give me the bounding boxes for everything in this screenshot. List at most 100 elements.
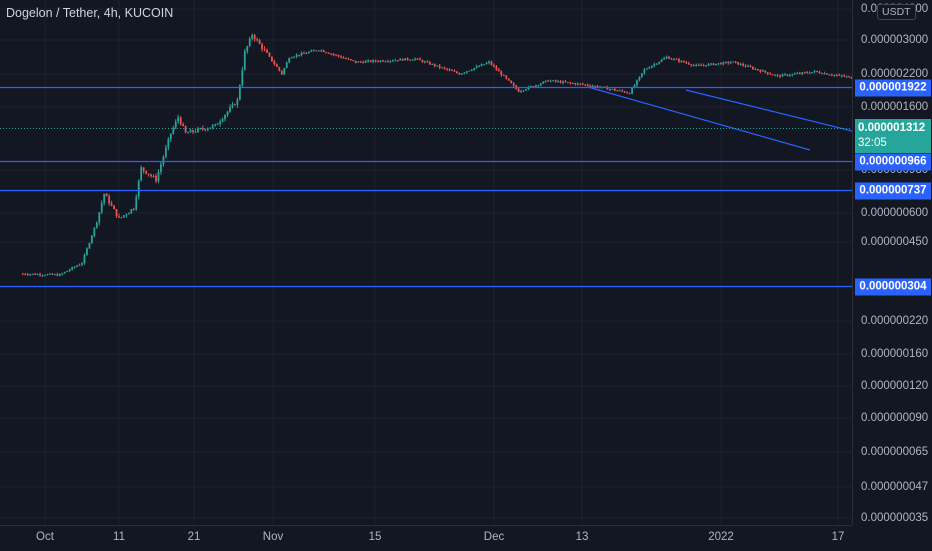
time-scale[interactable]: Oct 11 21 Nov 15 Dec 13 2022 17 (0, 525, 852, 551)
candle-body (123, 215, 125, 217)
candle-body (317, 50, 320, 52)
candle-body (428, 61, 431, 65)
candle-body (357, 61, 360, 63)
candle-body (90, 235, 93, 244)
candle-body (283, 68, 286, 75)
candle-body (199, 128, 202, 130)
candle-body (219, 121, 222, 124)
price-tick: 0.000000065 (861, 446, 929, 458)
candle-body (475, 66, 478, 68)
candle-body (349, 59, 352, 61)
candle-body (386, 61, 389, 63)
channel-lower-line[interactable] (587, 86, 811, 151)
candle-body (727, 62, 730, 64)
candle-body (488, 61, 490, 63)
candle-body (433, 63, 436, 66)
candle-body (246, 46, 249, 52)
candle-body (253, 35, 256, 40)
candle-body (483, 64, 485, 66)
candle-body (678, 59, 680, 62)
candle-body (61, 273, 64, 275)
candle-body (416, 58, 419, 60)
candle-body (238, 85, 241, 100)
candle-body (103, 193, 106, 204)
candle-body (147, 173, 150, 175)
symbol-title[interactable]: Dogelon / Tether, 4h, KUCOIN (6, 6, 174, 20)
channel-upper-line[interactable] (685, 89, 852, 132)
candle-body (793, 73, 796, 75)
candle-body (71, 267, 74, 270)
candle-body (120, 216, 123, 218)
horizontal-lines[interactable] (0, 86, 852, 288)
hline-price-label[interactable]: 0.000000737 (855, 182, 931, 200)
time-tick: 11 (113, 531, 125, 543)
candle-body (63, 271, 66, 274)
candle-body (394, 60, 397, 62)
price-tick: 0.000000090 (861, 412, 929, 424)
candle-body (786, 74, 789, 76)
candle-body (557, 81, 559, 83)
candle-body (290, 57, 293, 59)
candlesticks (21, 33, 852, 277)
price-scale[interactable]: 0.000004300 0.000003000 0.000002200 0.00… (852, 0, 932, 525)
candle-body (369, 60, 372, 62)
hline-price-label[interactable]: 0.000001922 (855, 79, 931, 97)
candle-body (813, 71, 816, 73)
candle-body (724, 62, 727, 64)
candle-body (140, 167, 143, 181)
candle-body (451, 69, 453, 71)
candle-body (769, 73, 772, 75)
candle-body (564, 81, 567, 83)
candle-body (687, 63, 690, 65)
candle-body (500, 71, 503, 76)
candle-body (618, 90, 621, 92)
candle-body (705, 65, 707, 67)
last-price-value: 0.000001312 (858, 122, 926, 134)
hline-price-label[interactable]: 0.000000966 (855, 153, 931, 171)
candle-body (352, 60, 355, 62)
candle-body (288, 58, 291, 63)
candle-body (34, 273, 37, 275)
candle-body (204, 129, 207, 131)
candle-body (756, 68, 759, 71)
time-tick: Dec (483, 531, 505, 543)
currency-unit-button[interactable]: USDT (877, 4, 916, 20)
candle-body (468, 70, 471, 72)
candle-body (374, 60, 377, 62)
hline-price-label[interactable]: 0.000000304 (855, 278, 931, 296)
candle-body (801, 72, 804, 74)
candle-body (589, 85, 592, 87)
candle-body (502, 75, 505, 77)
candle-body (409, 59, 411, 61)
candle-body (189, 130, 192, 133)
candle-body (653, 64, 656, 66)
time-tick: Oct (36, 531, 54, 543)
candle-body (261, 43, 263, 49)
candle-body (485, 62, 488, 65)
candle-body (761, 70, 764, 72)
candle-body (645, 68, 648, 70)
candle-body (811, 72, 814, 74)
candle-body (707, 64, 710, 66)
candle-body (36, 274, 39, 276)
candle-body (263, 48, 266, 50)
candle-body (700, 64, 703, 66)
candle-body (611, 88, 614, 90)
candle-body (332, 53, 335, 55)
candle-body (266, 49, 268, 53)
candle-body (41, 275, 44, 277)
candle-body (401, 58, 404, 61)
trend-channel[interactable] (587, 86, 852, 151)
candle-body (579, 83, 582, 85)
candle-body (586, 84, 589, 86)
candle-body (340, 56, 342, 58)
candle-body (426, 61, 429, 63)
candle-body (327, 52, 330, 54)
candle-body (81, 263, 83, 265)
candle-body (322, 50, 325, 53)
candle-body (58, 274, 61, 276)
candle-body (39, 274, 41, 276)
candle-body (160, 164, 162, 172)
plot-area[interactable] (0, 0, 852, 525)
